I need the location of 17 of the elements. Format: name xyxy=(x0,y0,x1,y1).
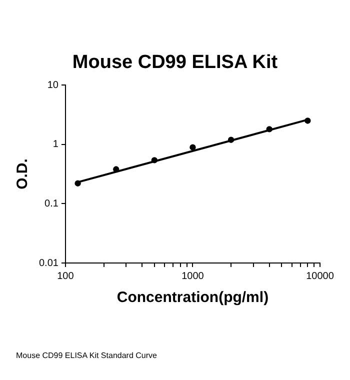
y-tick-label: 0.01 xyxy=(38,258,59,269)
text: Mouse CD99 ELISA Kit Standard Curve xyxy=(16,351,157,360)
x-tick-label: 100 xyxy=(57,270,74,282)
y-tick-label: 10 xyxy=(47,80,59,91)
point xyxy=(74,180,81,186)
point xyxy=(228,136,234,143)
point xyxy=(266,126,272,132)
point xyxy=(304,118,311,124)
x-tick-label: 10000 xyxy=(306,270,334,282)
y-tick-label: 0.1 xyxy=(44,198,59,210)
x-axis-title: Concentration(pg/ml) xyxy=(116,289,269,306)
y-tick-label: 1 xyxy=(52,139,59,150)
x-tick-label: 1000 xyxy=(182,270,204,282)
chart-title: Mouse CD99 ELISA Kit xyxy=(71,52,279,74)
point xyxy=(190,144,196,150)
point xyxy=(151,157,158,164)
y-axis-title: O.D. xyxy=(14,158,32,190)
